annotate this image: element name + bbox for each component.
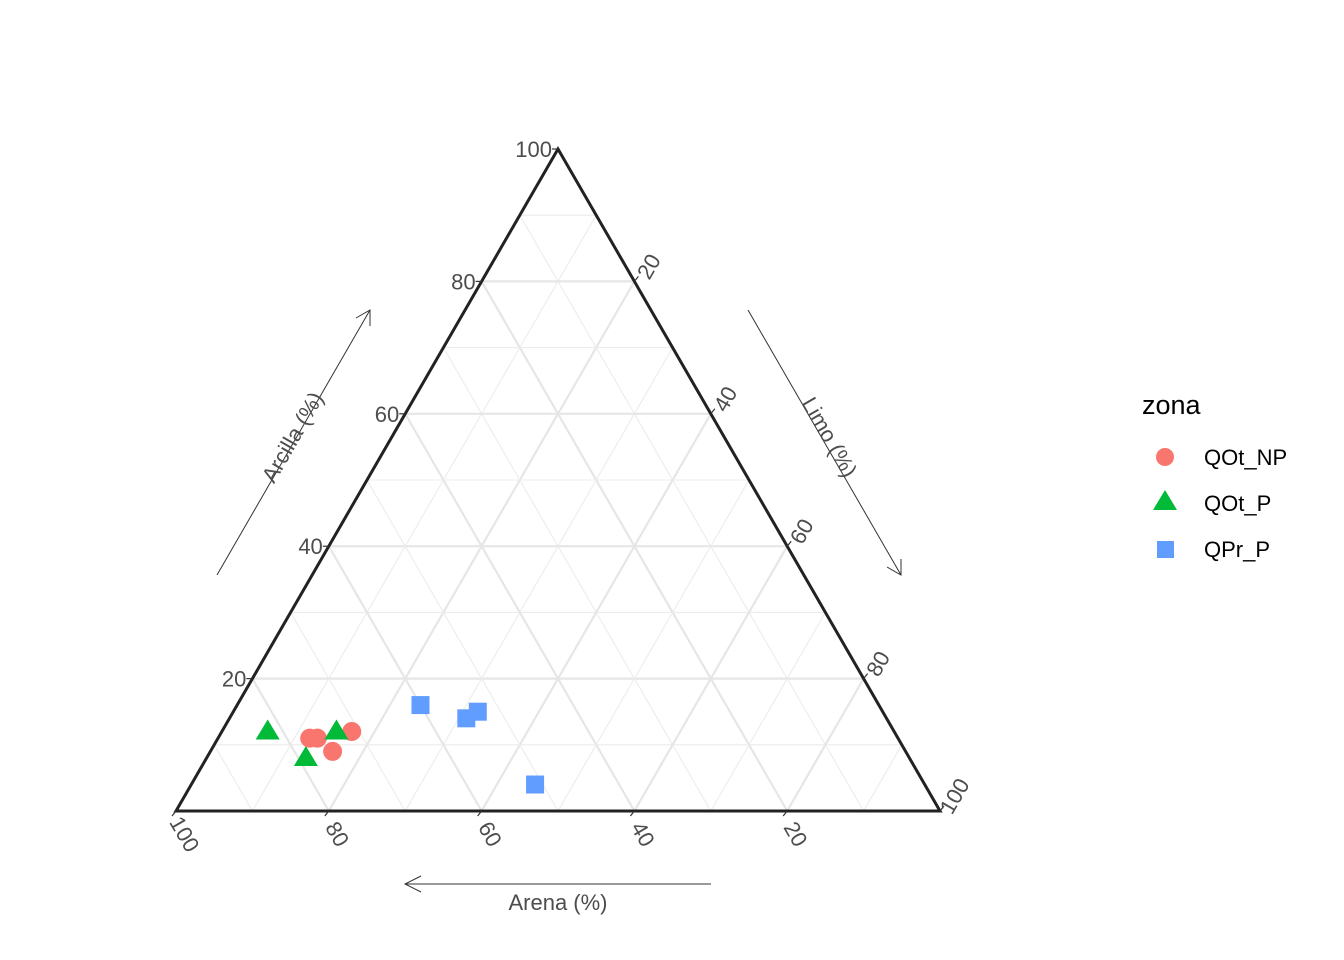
point-qot-np: [323, 741, 343, 761]
legend-key-square: [1157, 541, 1174, 558]
grid-line-arena: [442, 347, 712, 812]
bottom-tick-mark: [477, 810, 483, 817]
legend-key-triangle: [1153, 490, 1177, 510]
grid-layer: [213, 214, 903, 812]
grid-line-arena: [213, 744, 253, 812]
triangle-frame: [173, 145, 943, 813]
left-tick-label: 100: [515, 137, 552, 162]
right-tick-mark: [863, 673, 869, 679]
axis-right-arrowhead: [886, 559, 902, 576]
bottom-tick-mark: [171, 810, 177, 817]
grid-line-limo: [633, 545, 789, 812]
grid-line-arena: [290, 612, 406, 812]
axis-right-title-group: Limo (%): [747, 309, 902, 576]
triangle-outline: [173, 145, 943, 813]
axis-right-title: Limo (%): [797, 393, 863, 482]
point-qpr-p: [526, 775, 545, 794]
point-qot-p: [255, 719, 280, 740]
grid-line-arena: [327, 545, 483, 812]
right-tick-mark: [633, 276, 639, 282]
grid-line-limo: [404, 347, 674, 812]
axis-bottom-arrowhead: [403, 875, 422, 893]
grid-line-limo: [710, 612, 826, 812]
legend-item-qpr-p: QPr_P: [1157, 537, 1270, 562]
axis-bottom-title: Arena (%): [508, 890, 607, 915]
legend-item-qot-p: QOt_P: [1153, 490, 1271, 516]
point-qpr-p: [468, 702, 487, 721]
bottom-tick-mark: [782, 810, 788, 817]
axis-left-arrow: [216, 309, 371, 576]
legend-label-qot-p: QOt_P: [1204, 491, 1271, 516]
grid-line-arena: [251, 678, 330, 812]
bottom-tick-mark: [629, 810, 635, 817]
grid-line-limo: [251, 214, 597, 812]
right-tick-mark: [939, 805, 945, 812]
bottom-tick-label: 20: [779, 817, 813, 851]
point-qot-p: [324, 719, 349, 740]
point-qot-p: [293, 746, 318, 767]
right-tick-mark: [786, 540, 792, 547]
grid-line-arena: [519, 214, 865, 812]
right-tick-mark: [710, 408, 716, 415]
left-tick-label: 60: [375, 402, 399, 427]
point-qot-np: [307, 728, 327, 748]
point-qpr-p: [411, 696, 430, 715]
legend-key-circle: [1156, 448, 1174, 466]
legend: zona QOt_NP QOt_P QPr_P: [1142, 390, 1287, 562]
bottom-tick-mark: [324, 810, 330, 817]
legend-label-qpr-p: QPr_P: [1204, 537, 1270, 562]
axis-bottom-title-group: Arena (%): [403, 875, 711, 915]
point-qot-np: [342, 722, 362, 742]
left-tick-label: 20: [222, 667, 246, 692]
bottom-tick-label: 40: [626, 817, 660, 851]
left-tick-label: 40: [298, 534, 322, 559]
legend-item-qot-np: QOt_NP: [1156, 445, 1287, 470]
axis-left-title-group: Arcilla (%): [216, 309, 371, 576]
bottom-tick-label: 80: [320, 817, 354, 851]
grid-line-arena: [366, 479, 559, 812]
grid-line-limo: [786, 678, 865, 812]
grid-line-limo: [557, 479, 750, 812]
points-layer: [255, 696, 545, 794]
bottom-tick-label: 60: [473, 817, 507, 851]
legend-label-qot-np: QOt_NP: [1204, 445, 1287, 470]
grid-line-limo: [863, 744, 903, 812]
axis-left-title: Arcilla (%): [257, 388, 329, 487]
bottom-tick-label: 100: [164, 812, 204, 856]
legend-title: zona: [1142, 390, 1202, 420]
left-tick-label: 80: [451, 269, 475, 294]
axis-right-arrow: [747, 309, 902, 576]
axis-left-arrowhead: [355, 309, 371, 326]
